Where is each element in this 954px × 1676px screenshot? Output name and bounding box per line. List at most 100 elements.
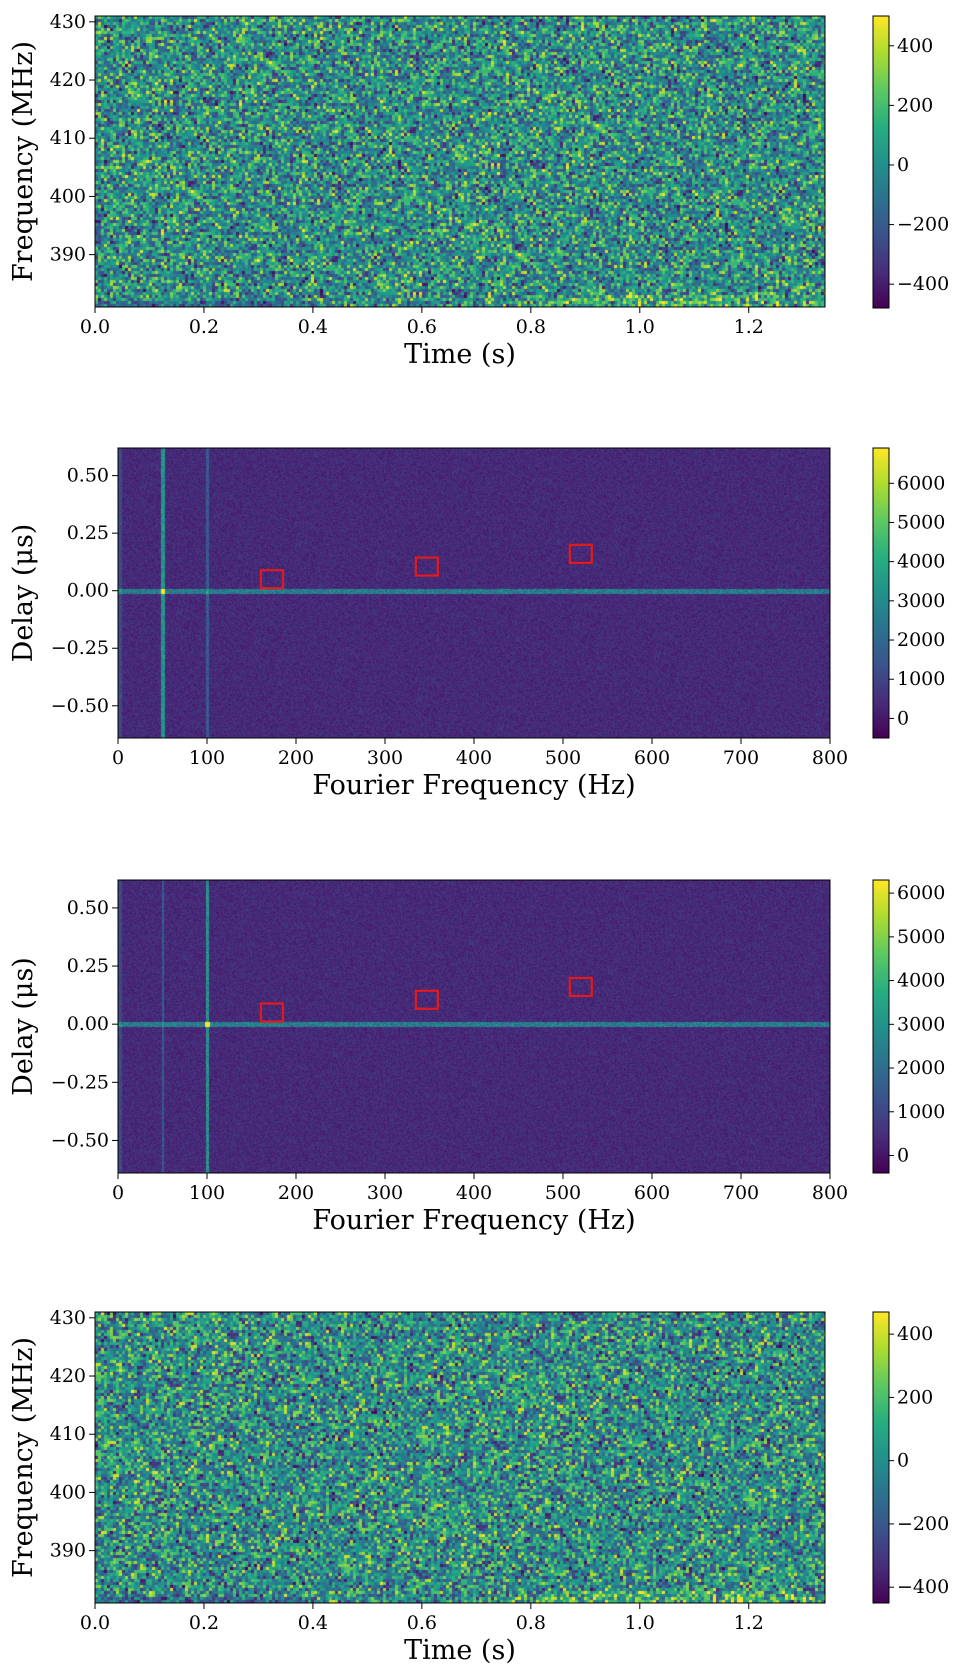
axes-frame (94, 1311, 826, 1604)
x-axis-label: Time (s) (404, 1635, 516, 1666)
y-tick-label: 390 (50, 1540, 86, 1562)
colorbar-tick-label: −400 (897, 273, 949, 295)
colorbar-tick-label: 0 (897, 707, 909, 729)
marker-box (414, 989, 439, 1010)
x-tick-label: 800 (812, 1182, 848, 1204)
colorbar-tick-label: −200 (897, 214, 949, 236)
y-tick-label: 0.50 (67, 465, 109, 487)
colorbar-tick-label: 4000 (897, 970, 945, 992)
axes-frame (94, 15, 826, 308)
colorbar-tick-label: 6000 (897, 472, 945, 494)
panel-secondary-spectrum-1: 0 100 200 300 400 500 600 700 800 0.50 0.25 0.00 −0.… (8, 447, 945, 801)
colorbar-tick-label: 2000 (897, 629, 945, 651)
x-tick-label: 0.6 (407, 1612, 437, 1634)
marker-box (568, 543, 593, 564)
colorbar-tick-label: 5000 (897, 511, 945, 533)
x-tick-label: 0.8 (516, 1612, 546, 1634)
y-axis-label: Frequency (MHz) (8, 41, 39, 282)
x-tick-label: 100 (189, 1182, 225, 1204)
y-tick-label: 0.50 (67, 897, 109, 919)
x-tick-label: 600 (634, 747, 670, 769)
x-tick-label: 0 (112, 1182, 124, 1204)
panel-secondary-spectrum-2: 0 100 200 300 400 500 600 700 800 0.50 0.25 0.00 −0.… (8, 879, 945, 1236)
y-tick-label: −0.50 (51, 1129, 109, 1151)
marker-box (414, 556, 439, 577)
colorbar-tick-label: 400 (897, 1323, 933, 1345)
colorbar-tick-label: 0 (897, 1450, 909, 1472)
colorbar-tick-label: 200 (897, 94, 933, 116)
heatmap-image (118, 448, 830, 738)
marker-box (259, 569, 285, 590)
x-tick-label: 1.0 (625, 316, 655, 338)
y-tick-label: 0.25 (67, 955, 109, 977)
colorbar (872, 15, 890, 309)
x-tick-label: 200 (278, 747, 314, 769)
colorbar-tick-label: 4000 (897, 551, 945, 573)
x-tick-label: 200 (278, 1182, 314, 1204)
x-tick-label: 1.2 (734, 1612, 764, 1634)
x-tick-label: 500 (545, 1182, 581, 1204)
x-tick-label: 0.2 (189, 316, 219, 338)
x-tick-label: 1.0 (625, 1612, 655, 1634)
colorbar-tick-label: 1000 (897, 668, 945, 690)
colorbar-tick-label: −400 (897, 1576, 949, 1598)
heatmap-image (95, 16, 825, 307)
x-axis-label: Fourier Frequency (Hz) (312, 1205, 635, 1236)
x-tick-label: 300 (367, 747, 403, 769)
colorbar-tick-label: 3000 (897, 590, 945, 612)
colorbar-tick-label: 3000 (897, 1013, 945, 1035)
panel-dynamic-spectrum-top: 0.0 0.2 0.4 0.6 0.8 1.0 1.2 390 400 410 420 430 Time… (8, 11, 949, 370)
colorbar (872, 1311, 890, 1604)
colorbar-tick-label: 200 (897, 1386, 933, 1408)
x-tick-label: 400 (456, 747, 492, 769)
x-tick-label: 700 (723, 747, 759, 769)
x-tick-label: 0 (112, 747, 124, 769)
y-tick-label: 410 (50, 1423, 86, 1445)
colorbar-tick-label: 0 (897, 154, 909, 176)
x-tick-label: 0.0 (80, 1612, 110, 1634)
panel-dynamic-spectrum-bottom: 0.0 0.2 0.4 0.6 0.8 1.0 1.2 390 400 410 420 430 Time… (8, 1307, 949, 1666)
marker-box (568, 976, 593, 998)
x-tick-label: 0.2 (189, 1612, 219, 1634)
y-tick-label: 420 (50, 69, 86, 91)
x-tick-label: 800 (812, 747, 848, 769)
colorbar-tick-label: 2000 (897, 1057, 945, 1079)
x-tick-label: 600 (634, 1182, 670, 1204)
x-tick-label: 700 (723, 1182, 759, 1204)
x-tick-label: 0.4 (298, 1612, 328, 1634)
y-tick-label: −0.25 (51, 1071, 109, 1093)
colorbar-tick-label: 400 (897, 35, 933, 57)
colorbar-tick-label: 1000 (897, 1101, 945, 1123)
colorbar (872, 879, 890, 1174)
heatmap-image (95, 1312, 825, 1603)
y-tick-label: 430 (50, 11, 86, 33)
x-tick-label: 1.2 (734, 316, 764, 338)
y-tick-label: 420 (50, 1365, 86, 1387)
x-axis-label: Time (s) (404, 339, 516, 370)
y-tick-label: 0.00 (67, 580, 109, 602)
y-tick-label: 0.25 (67, 522, 109, 544)
y-tick-label: 0.00 (67, 1013, 109, 1035)
y-axis-label: Delay (μs) (8, 524, 39, 663)
x-axis-label: Fourier Frequency (Hz) (312, 770, 635, 801)
colorbar-tick-label: 6000 (897, 882, 945, 904)
x-tick-label: 0.0 (80, 316, 110, 338)
y-axis-label: Frequency (MHz) (8, 1337, 39, 1578)
marker-box (259, 1002, 285, 1023)
x-tick-label: 300 (367, 1182, 403, 1204)
y-tick-label: 390 (50, 244, 86, 266)
x-tick-label: 100 (189, 747, 225, 769)
y-axis-label: Delay (μs) (8, 957, 39, 1096)
x-tick-label: 0.8 (516, 316, 546, 338)
y-tick-label: −0.25 (51, 637, 109, 659)
y-tick-label: −0.50 (51, 695, 109, 717)
x-tick-label: 0.6 (407, 316, 437, 338)
y-tick-label: 400 (50, 1481, 86, 1503)
colorbar-tick-label: 5000 (897, 926, 945, 948)
y-tick-label: 400 (50, 185, 86, 207)
y-tick-label: 410 (50, 127, 86, 149)
x-tick-label: 400 (456, 1182, 492, 1204)
heatmap-image (118, 880, 830, 1173)
colorbar-tick-label: 0 (897, 1145, 909, 1167)
